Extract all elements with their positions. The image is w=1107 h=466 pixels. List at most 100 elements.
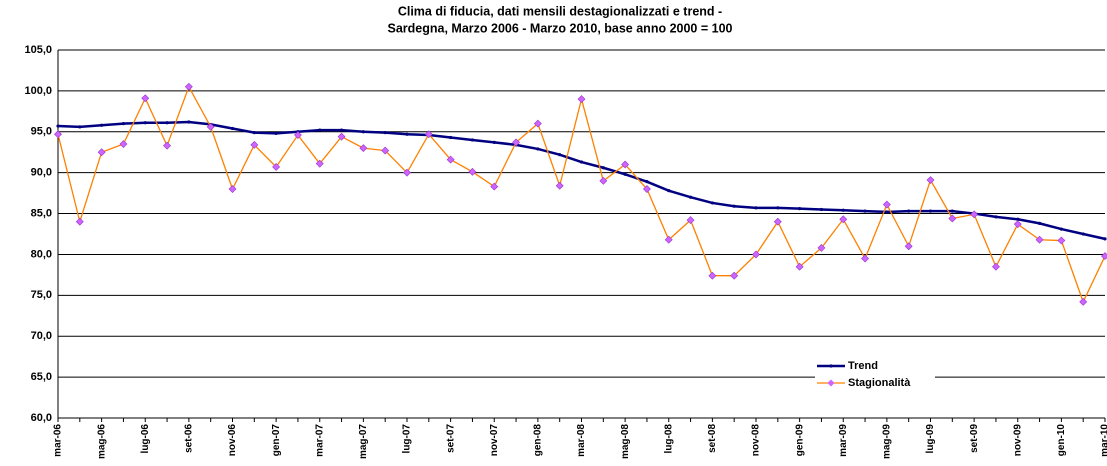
marker xyxy=(337,132,346,141)
marker xyxy=(645,180,649,184)
x-tick-label: mag-07 xyxy=(358,424,369,459)
marker xyxy=(446,155,455,164)
marker xyxy=(403,168,411,177)
marker xyxy=(817,243,826,252)
marker xyxy=(904,242,913,251)
x-tick-label: gen-09 xyxy=(794,424,805,457)
marker xyxy=(558,153,562,157)
marker xyxy=(798,207,802,211)
marker xyxy=(318,128,322,132)
y-tick-label: 80,0 xyxy=(31,248,52,260)
x-tick-label: nov-08 xyxy=(751,424,762,457)
marker xyxy=(228,185,237,193)
x-tick-label: gen-10 xyxy=(1056,424,1067,457)
x-tick-label: lug-09 xyxy=(925,424,936,454)
x-tick-label: mar-10 xyxy=(1100,424,1107,457)
marker xyxy=(449,135,453,140)
y-tick-label: 90,0 xyxy=(31,167,52,179)
chart-title: Clima di fiducia, dati mensili destagion… xyxy=(398,4,722,18)
marker xyxy=(819,207,824,212)
legend-label: Stagionalità xyxy=(848,377,911,389)
marker xyxy=(754,206,758,210)
chart-title: Sardegna, Marzo 2006 - Marzo 2010, base … xyxy=(388,21,733,35)
marker xyxy=(1081,232,1085,236)
x-tick-label: lug-08 xyxy=(663,424,674,454)
marker xyxy=(187,120,191,124)
marker xyxy=(664,235,673,244)
marker xyxy=(252,130,256,135)
marker xyxy=(970,210,979,219)
marker xyxy=(992,262,1000,271)
marker xyxy=(1057,236,1066,245)
x-tick-label: set-09 xyxy=(969,424,980,453)
marker xyxy=(468,167,477,176)
marker xyxy=(492,140,496,145)
marker xyxy=(1037,221,1042,225)
marker xyxy=(536,147,540,151)
marker xyxy=(1101,252,1107,261)
marker xyxy=(752,250,760,259)
y-tick-label: 60,0 xyxy=(31,412,52,424)
marker xyxy=(97,148,106,157)
marker xyxy=(274,131,278,136)
marker xyxy=(994,215,998,219)
x-tick-label: mag-09 xyxy=(882,424,893,459)
marker xyxy=(512,138,520,147)
marker xyxy=(1013,220,1022,229)
y-tick-label: 70,0 xyxy=(31,330,52,342)
marker xyxy=(885,210,889,214)
legend-box xyxy=(815,357,935,393)
marker xyxy=(121,122,126,126)
marker xyxy=(119,140,128,148)
marker xyxy=(732,204,736,208)
marker xyxy=(555,181,564,190)
series-line xyxy=(57,85,1106,304)
marker xyxy=(907,209,911,213)
x-tick-label: mar-06 xyxy=(53,424,64,457)
marker xyxy=(54,130,62,139)
x-tick-label: gen-08 xyxy=(533,424,544,457)
marker xyxy=(579,160,584,164)
y-tick-label: 65,0 xyxy=(31,371,52,383)
marker xyxy=(359,144,368,153)
y-tick-label: 95,0 xyxy=(31,126,52,138)
marker xyxy=(621,160,630,169)
x-tick-label: mar-09 xyxy=(838,424,849,457)
marker xyxy=(686,216,695,225)
marker xyxy=(272,163,281,171)
marker xyxy=(361,130,365,134)
y-tick-label: 75,0 xyxy=(31,289,52,301)
marker xyxy=(667,189,671,193)
marker xyxy=(950,209,954,213)
marker xyxy=(339,128,344,132)
marker xyxy=(75,217,84,226)
x-tick-label: nov-07 xyxy=(489,424,500,457)
legend-label: Trend xyxy=(848,360,878,372)
x-tick-label: nov-06 xyxy=(227,424,238,457)
marker xyxy=(383,130,387,135)
legend-marker xyxy=(827,379,835,387)
marker xyxy=(141,94,150,103)
x-tick-label: set-08 xyxy=(707,424,718,453)
marker xyxy=(56,124,60,128)
marker xyxy=(250,140,259,149)
x-tick-label: set-06 xyxy=(184,424,195,453)
x-tick-label: gen-07 xyxy=(271,424,282,457)
marker xyxy=(577,95,586,103)
marker xyxy=(861,254,869,263)
marker xyxy=(863,209,867,213)
marker xyxy=(841,208,845,212)
marker xyxy=(165,121,169,125)
marker xyxy=(643,185,651,193)
marker xyxy=(163,141,171,150)
x-tick-label: mag-06 xyxy=(96,424,107,459)
y-tick-label: 85,0 xyxy=(31,207,52,219)
marker xyxy=(143,121,147,125)
marker xyxy=(599,176,608,185)
y-tick-label: 105,0 xyxy=(24,44,52,56)
marker xyxy=(708,271,717,280)
x-tick-label: mar-08 xyxy=(576,424,587,457)
marker xyxy=(928,209,933,213)
marker xyxy=(470,138,475,142)
